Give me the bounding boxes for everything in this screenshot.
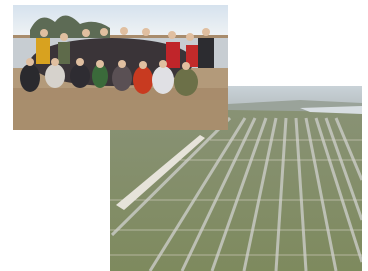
photo-collage <box>0 0 368 271</box>
group-photo <box>13 5 228 130</box>
page <box>0 0 368 271</box>
